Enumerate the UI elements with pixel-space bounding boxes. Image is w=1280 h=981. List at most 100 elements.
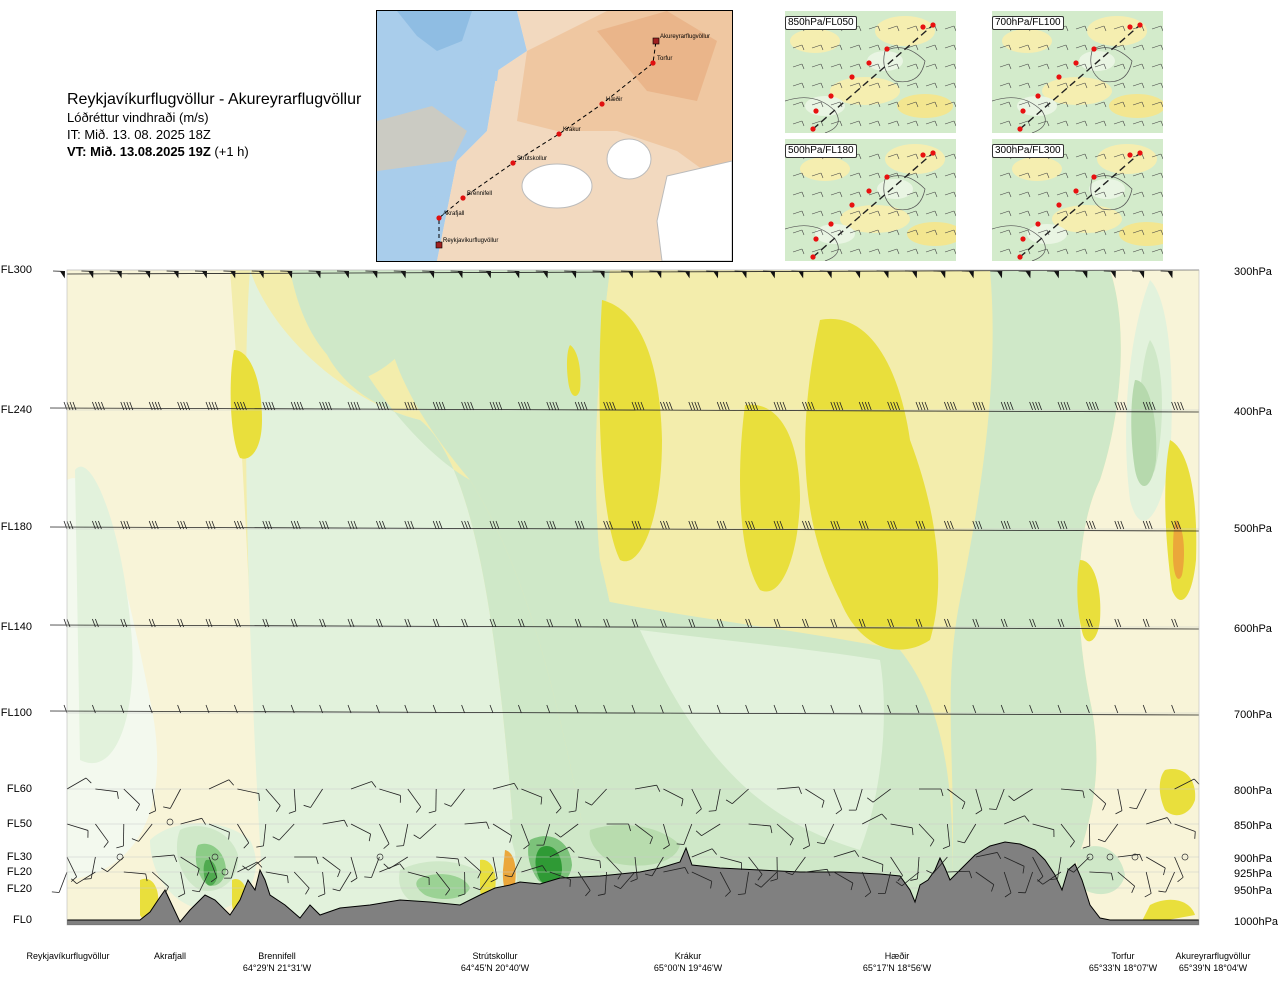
thumb-waypoint — [1137, 150, 1143, 156]
wind-barb — [178, 871, 186, 898]
wind-barb — [833, 850, 860, 858]
wind-barb — [1036, 871, 1062, 885]
wind-barb — [603, 520, 613, 530]
wind-barb — [1032, 823, 1055, 837]
wind-barb — [802, 704, 806, 714]
wind-barb — [293, 871, 310, 895]
flight-level-label: FL140 — [0, 621, 32, 633]
map-waypoint-marker — [460, 195, 466, 201]
wind-barb — [805, 788, 825, 808]
wind-barb — [205, 520, 216, 530]
station-coord: 65°33'N 18°07'W — [1088, 963, 1158, 973]
map-point-label: Brennifell — [467, 191, 492, 197]
wind-barb — [404, 704, 409, 714]
wind-barb — [407, 788, 422, 813]
wind-barb — [688, 520, 699, 530]
wind-barb — [290, 704, 295, 714]
wind-barb — [975, 788, 983, 815]
wind-barb — [848, 788, 863, 811]
wind-barb — [1174, 856, 1184, 883]
glacier-langjokull — [521, 163, 593, 209]
wind-barb — [518, 520, 528, 530]
pressure-level-label: 925hPa — [1234, 868, 1272, 880]
wind-barb — [376, 520, 386, 530]
wind-barb — [1114, 704, 1119, 714]
wind-barb — [716, 520, 727, 530]
wind-barb — [180, 817, 206, 825]
wind-barb — [915, 704, 920, 714]
wind-barb — [660, 401, 673, 411]
wind-barb — [347, 704, 352, 714]
wind-barb — [177, 618, 184, 628]
wind-barb — [234, 704, 238, 714]
route-map-graphic: Akureyrarflugvöllur Torfur Hæðir Krákur Strú… — [377, 11, 732, 261]
map-waypoint-marker — [556, 131, 562, 137]
wind-barb — [972, 401, 986, 411]
thumb-waypoint — [930, 150, 936, 156]
thumb-waypoint — [813, 108, 819, 114]
wind-barb — [1075, 270, 1088, 279]
wind-barb — [379, 823, 390, 849]
wind-barb — [603, 618, 610, 628]
valid-time-bold: VT: Mið. 13.08.2025 19Z — [67, 144, 211, 159]
thumb-route-line — [812, 24, 934, 130]
wind-barb — [322, 819, 348, 827]
wind-barb — [620, 270, 634, 279]
wind-barb — [461, 401, 474, 411]
wind-barb — [915, 520, 926, 530]
wind-barb — [603, 704, 607, 714]
wind-barb — [92, 401, 105, 411]
flight-level-label: FL300 — [0, 264, 32, 276]
wind-barb — [478, 270, 492, 279]
field-contour-band — [416, 874, 470, 900]
wind-barb — [518, 618, 525, 628]
wind-barb — [319, 704, 323, 714]
thumb-700[interactable]: 700hPa/FL100 — [992, 11, 1163, 133]
thumb-300[interactable]: 300hPa/FL300 — [992, 139, 1163, 261]
wind-barb — [776, 786, 802, 795]
wind-barb — [120, 520, 131, 530]
wind-barb — [489, 618, 497, 628]
wind-barb — [858, 401, 872, 411]
station-coord: 64°29'N 21°31'W — [242, 963, 312, 973]
wind-barb — [332, 871, 352, 892]
calm-wind-marker — [166, 818, 174, 826]
wind-barb — [584, 788, 607, 806]
wind-barb — [177, 704, 181, 714]
wind-barb — [1142, 618, 1150, 628]
station-name: Brennifell — [258, 951, 296, 961]
wind-barb — [773, 520, 784, 530]
wind-barb — [606, 856, 622, 880]
thumb-850[interactable]: 850hPa/FL050 — [785, 11, 956, 133]
wind-barb — [63, 704, 68, 714]
wind-barb — [1018, 270, 1031, 279]
wind-barb — [81, 270, 94, 279]
thumb-waypoint — [866, 60, 872, 66]
thumb-500-label: 500hPa/FL180 — [785, 144, 857, 158]
thumb-300-label: 300hPa/FL300 — [992, 144, 1064, 158]
map-point-label: Torfur — [657, 56, 672, 62]
field-contour-band — [535, 846, 562, 886]
wind-barb — [944, 401, 957, 411]
station-coord: 65°39'N 18°04'W — [1178, 963, 1248, 973]
thumb-300-graphic — [992, 139, 1163, 261]
wind-barb — [120, 704, 125, 714]
wind-barb — [716, 401, 730, 411]
valid-time: VT: Mið. 13.08.2025 19Z (+1 h) — [67, 143, 361, 160]
wind-barb — [568, 788, 579, 813]
thumb-waypoint — [1017, 126, 1023, 132]
thumb-500[interactable]: 500hPa/FL180 — [785, 139, 956, 261]
thumb-waypoint — [1137, 22, 1143, 28]
wind-barb — [180, 856, 200, 876]
field-contour-band — [1165, 440, 1197, 600]
wind-barb — [120, 618, 128, 628]
wind-barb — [1000, 520, 1011, 530]
wind-barb — [1057, 704, 1062, 714]
wind-barb — [536, 823, 551, 846]
wind-barb — [802, 401, 815, 411]
thumb-waypoint — [810, 126, 816, 132]
field-contour-band — [314, 270, 600, 925]
barb-row-line — [49, 624, 1200, 630]
thumb-route-line — [1019, 24, 1141, 130]
